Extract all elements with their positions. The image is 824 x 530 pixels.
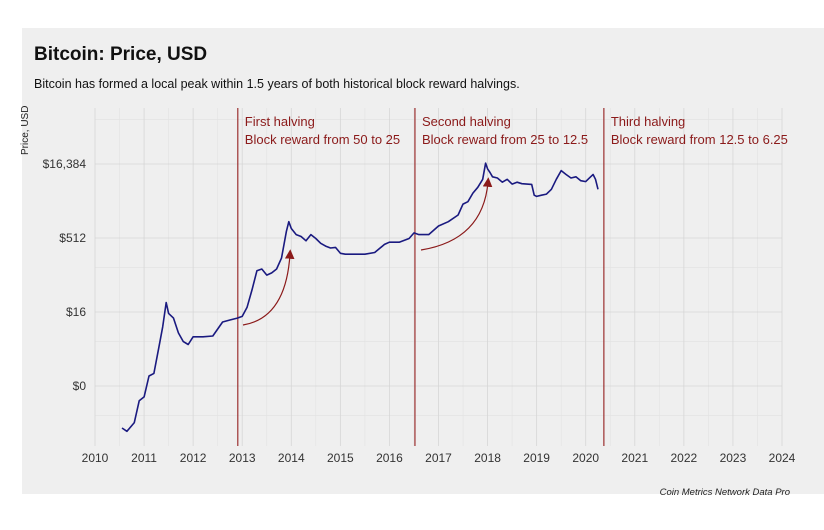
halving-annotation-detail: Block reward from 25 to 12.5: [422, 132, 588, 147]
chart-title: Bitcoin: Price, USD: [34, 44, 208, 65]
y-tick-label: $0: [73, 379, 87, 393]
source-note: Coin Metrics Network Data Pro: [659, 487, 790, 498]
x-tick-label: 2017: [425, 451, 452, 465]
x-tick-label: 2023: [720, 451, 747, 465]
x-tick-label: 2016: [376, 451, 403, 465]
chart-subtitle: Bitcoin has formed a local peak within 1…: [34, 77, 520, 91]
y-tick-label: $16: [66, 305, 86, 319]
halving-annotation-title: First halving: [245, 114, 315, 129]
x-tick-label: 2013: [229, 451, 256, 465]
chart-panel: [22, 28, 824, 494]
halving-annotation-detail: Block reward from 50 to 25: [245, 132, 400, 147]
x-tick-label: 2022: [671, 451, 698, 465]
y-tick-label: $16,384: [43, 157, 87, 171]
x-tick-label: 2020: [572, 451, 599, 465]
x-tick-label: 2018: [474, 451, 501, 465]
x-tick-label: 2012: [180, 451, 207, 465]
y-tick-label: $512: [59, 231, 86, 245]
second-halving-arrow: [420, 177, 493, 251]
x-tick-label: 2014: [278, 451, 305, 465]
x-tick-label: 2019: [523, 451, 550, 465]
halving-annotation-title: Second halving: [422, 114, 511, 129]
halving-annotation-detail: Block reward from 12.5 to 6.25: [611, 132, 788, 147]
x-tick-label: 2015: [327, 451, 354, 465]
x-tick-label: 2021: [621, 451, 648, 465]
x-tick-label: 2024: [769, 451, 796, 465]
first-halving-arrow: [242, 249, 295, 326]
x-tick-label: 2011: [131, 451, 157, 465]
x-tick-label: 2010: [82, 451, 109, 465]
halving-annotation-title: Third halving: [611, 114, 685, 129]
price-series-line: [121, 162, 599, 433]
